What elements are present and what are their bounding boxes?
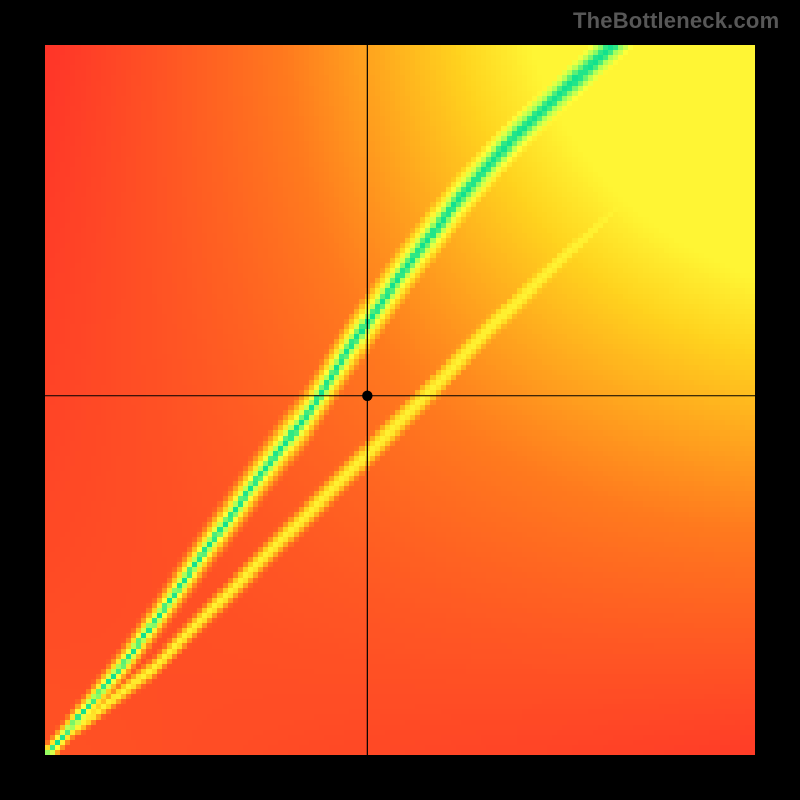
chart-container: TheBottleneck.com bbox=[0, 0, 800, 800]
watermark-text: TheBottleneck.com bbox=[573, 8, 779, 34]
bottleneck-heatmap bbox=[0, 0, 800, 800]
